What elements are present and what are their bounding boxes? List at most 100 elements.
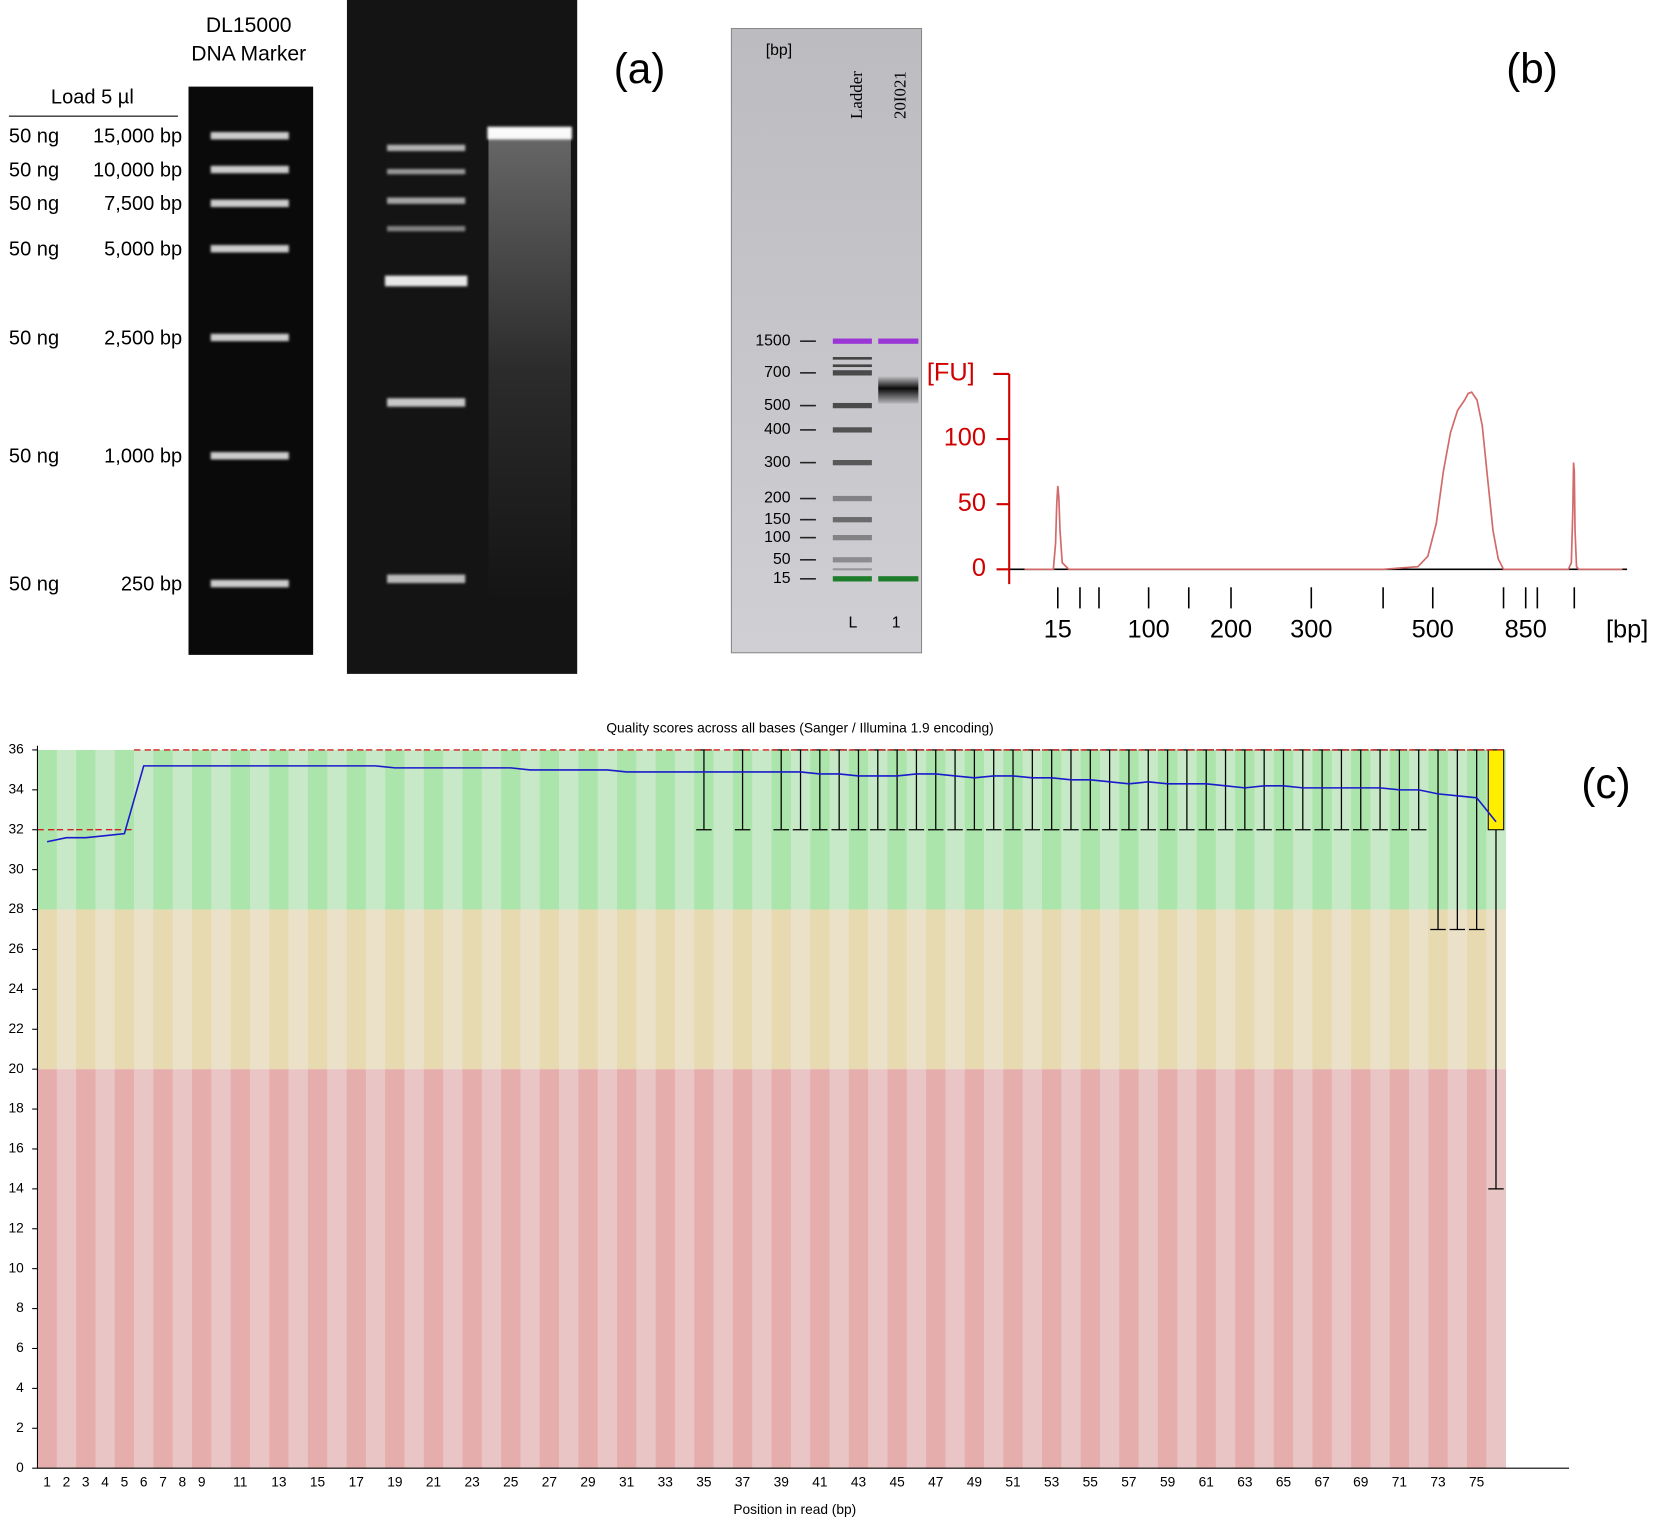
- quality-band: [1061, 909, 1081, 1070]
- quality-band: [134, 749, 154, 910]
- y-tick-label: 6: [16, 1340, 24, 1355]
- quality-band: [1389, 1069, 1410, 1469]
- quality-band: [559, 749, 579, 910]
- quality-band: [887, 1069, 908, 1469]
- y-tick-label: 26: [8, 941, 24, 956]
- quality-band: [597, 749, 618, 910]
- quality-band: [790, 909, 811, 1070]
- quality-band: [1177, 909, 1197, 1070]
- quality-band: [288, 749, 309, 910]
- quality-band: [56, 1069, 77, 1469]
- quality-band: [655, 1069, 676, 1469]
- ladder-band: [832, 534, 872, 541]
- y-tick-label: 4: [16, 1380, 24, 1395]
- quality-band: [617, 909, 637, 1070]
- quality-band: [230, 909, 251, 1070]
- x-tick-label: 41: [812, 1475, 827, 1490]
- quality-band: [95, 909, 116, 1070]
- x-tick-label: 49: [967, 1475, 982, 1490]
- quality-band: [1042, 1069, 1062, 1469]
- y-tick-label: 24: [8, 981, 24, 996]
- quality-band: [230, 749, 251, 910]
- quality-band: [153, 909, 173, 1070]
- quality-band: [617, 1069, 637, 1469]
- amount-label: 50 ng: [9, 239, 59, 261]
- x-tick-label: 6: [140, 1475, 148, 1490]
- quality-band: [114, 909, 135, 1070]
- size-label: 250 bp: [121, 573, 182, 595]
- mean-line: [46, 765, 1497, 843]
- quality-band: [76, 909, 96, 1070]
- quality-band: [752, 1069, 772, 1469]
- quality-band: [926, 1069, 946, 1469]
- ladder-band: [832, 427, 872, 433]
- quality-band: [752, 749, 772, 910]
- quality-band: [346, 749, 367, 910]
- load-label: Load 5 µl: [51, 87, 134, 109]
- quality-band: [771, 1069, 792, 1469]
- x-tick-label: 45: [889, 1475, 905, 1490]
- ladder-band: [832, 517, 872, 523]
- size-label: 300: [764, 454, 791, 471]
- quality-band: [945, 909, 966, 1070]
- quality-band: [327, 1069, 347, 1469]
- quality-band: [617, 749, 637, 910]
- quality-band: [153, 1069, 173, 1469]
- quality-band: [597, 1069, 618, 1469]
- quality-band: [346, 909, 367, 1070]
- quality-band: [211, 1069, 231, 1469]
- quality-band: [539, 1069, 560, 1469]
- quality-band: [887, 909, 908, 1070]
- x-tick-label: 1: [43, 1475, 51, 1490]
- quality-band: [249, 749, 270, 910]
- quality-band: [56, 749, 77, 910]
- quality-band: [1409, 909, 1429, 1070]
- quality-band: [1254, 909, 1275, 1070]
- marker-gel: [188, 86, 314, 655]
- y-tick-label: 8: [16, 1300, 24, 1315]
- quality-band: [211, 749, 231, 910]
- quality-band: [1099, 1069, 1120, 1469]
- quality-band: [501, 749, 521, 910]
- quality-band: [1312, 1069, 1333, 1469]
- trace: [1024, 391, 1623, 571]
- quality-band: [520, 1069, 541, 1469]
- quality-band: [1215, 909, 1236, 1070]
- sample-marker-band: [878, 338, 919, 344]
- quality-band: [984, 1069, 1004, 1469]
- x-tick-label: 23: [464, 1475, 480, 1490]
- quality-band: [578, 909, 598, 1070]
- quality-band: [810, 909, 830, 1070]
- lane-name: Ladder: [847, 71, 866, 119]
- quality-band: [249, 909, 270, 1070]
- x-axis-label: [bp]: [1606, 615, 1648, 643]
- y-tick-label: 14: [8, 1180, 24, 1195]
- quality-band: [597, 909, 618, 1070]
- lane-id: 1: [892, 614, 901, 631]
- quality-band: [134, 909, 154, 1070]
- y-tick-label: 30: [8, 861, 24, 876]
- quality-band: [1447, 909, 1468, 1070]
- quality-band: [713, 909, 734, 1070]
- ladder-band: [832, 495, 872, 502]
- x-tick-label: 17: [349, 1475, 364, 1490]
- quality-band: [1042, 909, 1062, 1070]
- size-label: 100: [764, 529, 791, 546]
- quality-band: [926, 909, 946, 1070]
- y-tick-label: 0: [16, 1460, 24, 1475]
- quality-band: [481, 909, 502, 1070]
- quality-band: [404, 749, 425, 910]
- y-tick-label: 22: [8, 1021, 23, 1036]
- quality-band: [191, 909, 212, 1070]
- quality-band: [1061, 1069, 1081, 1469]
- quality-band: [385, 749, 405, 910]
- quality-band: [1003, 1069, 1024, 1469]
- quality-band: [1273, 909, 1294, 1070]
- x-tick-label: 37: [735, 1475, 750, 1490]
- quality-band: [443, 909, 463, 1070]
- y-tick-label: 12: [8, 1220, 23, 1235]
- x-tick-label: 35: [696, 1475, 712, 1490]
- quality-band: [346, 1069, 367, 1469]
- quality-band: [404, 909, 425, 1070]
- marker-band: [210, 199, 289, 208]
